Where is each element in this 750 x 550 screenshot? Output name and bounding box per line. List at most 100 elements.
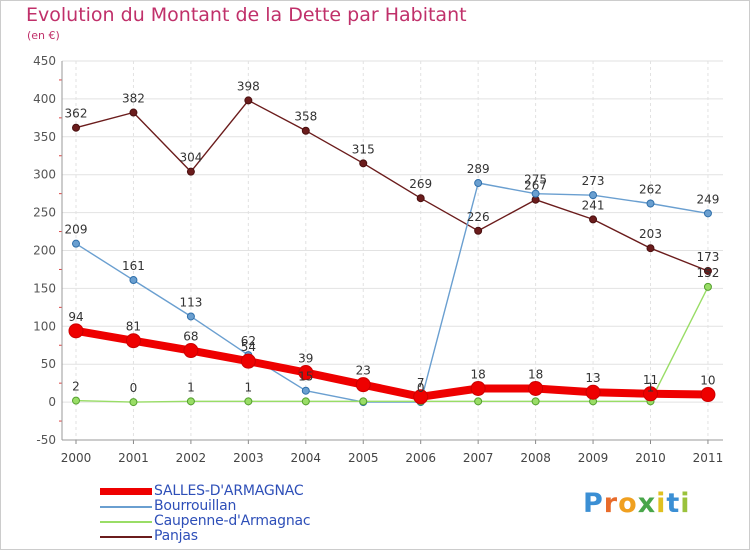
data-point — [72, 123, 80, 132]
legend-label-caupenne: Caupenne-d'Armagnac — [154, 513, 311, 529]
legend-swatch-panjas — [100, 536, 152, 538]
data-label: 68 — [183, 330, 198, 344]
y-tick-label: 150 — [33, 281, 56, 295]
data-point — [244, 96, 253, 105]
data-point — [528, 380, 544, 396]
data-label: 13 — [585, 371, 600, 385]
data-point — [474, 397, 483, 406]
data-label: 382 — [122, 92, 145, 106]
x-tick-label: 2001 — [118, 451, 149, 465]
data-point — [125, 333, 141, 349]
data-label: 173 — [696, 250, 719, 264]
data-point — [183, 343, 199, 359]
x-tick-label: 2003 — [233, 451, 264, 465]
legend-label-bourrouillan: Bourrouillan — [154, 498, 237, 514]
data-label: 39 — [298, 352, 313, 366]
y-tick-label: 50 — [41, 357, 56, 371]
y-tick-label: 350 — [33, 130, 56, 144]
data-label: 15 — [298, 370, 313, 384]
y-tick-label: 200 — [33, 244, 56, 258]
data-point — [301, 126, 310, 135]
data-label: 209 — [65, 223, 88, 237]
data-point — [646, 199, 655, 208]
x-tick-label: 2004 — [291, 451, 322, 465]
data-point — [589, 215, 598, 224]
data-point — [585, 384, 601, 400]
data-point — [416, 194, 425, 203]
data-point — [703, 209, 712, 218]
logo-letter: t — [666, 488, 681, 519]
x-tick-label: 2002 — [176, 451, 207, 465]
data-label: 203 — [639, 227, 662, 241]
data-label: 10 — [700, 374, 715, 388]
data-point — [700, 387, 716, 403]
data-label: 262 — [639, 183, 662, 197]
data-label: 362 — [65, 107, 88, 121]
data-point — [186, 397, 195, 406]
series-line — [75, 286, 709, 403]
logo-letter: x — [637, 488, 657, 519]
data-point — [703, 282, 712, 291]
logo-letter: o — [618, 488, 638, 519]
y-tick-label: 100 — [33, 319, 56, 333]
data-label: 398 — [237, 79, 260, 93]
x-tick-label: 2000 — [61, 451, 92, 465]
data-point — [413, 389, 429, 405]
x-tick-label: 2008 — [520, 451, 551, 465]
logo-letter: r — [603, 488, 619, 519]
data-point — [470, 380, 486, 396]
data-label: 7 — [417, 376, 425, 390]
data-label: 267 — [524, 179, 547, 193]
data-label: 273 — [582, 174, 605, 188]
data-label: 1 — [647, 380, 655, 394]
legend-swatch-bourrouillan — [100, 506, 152, 508]
data-point — [244, 397, 253, 406]
data-point — [474, 179, 483, 188]
series-line — [75, 99, 709, 272]
data-point — [298, 365, 314, 381]
y-tick-label: 0 — [48, 395, 56, 409]
data-point — [129, 398, 138, 407]
data-label: 226 — [467, 210, 490, 224]
data-point — [646, 244, 655, 253]
logo-letter: i — [680, 488, 691, 519]
y-tick-label: 250 — [33, 206, 56, 220]
data-label: 269 — [409, 177, 432, 191]
data-point — [129, 276, 138, 285]
data-label: 23 — [356, 364, 371, 378]
chart-title: Evolution du Montant de la Dette par Hab… — [26, 4, 467, 26]
data-point — [355, 377, 371, 393]
legend-swatch-salles — [100, 488, 152, 495]
data-label: 54 — [241, 340, 256, 354]
data-label: 161 — [122, 259, 145, 273]
y-tick-label: 450 — [33, 54, 56, 68]
data-point — [186, 312, 195, 321]
data-label: 81 — [126, 320, 141, 334]
data-point — [72, 396, 80, 405]
legend-label-panjas: Panjas — [154, 528, 198, 544]
data-point — [72, 239, 80, 248]
unit-label: (en €) — [27, 29, 60, 42]
data-label: 1 — [245, 380, 253, 394]
y-tick-label: 400 — [33, 92, 56, 106]
x-tick-label: 2005 — [348, 451, 379, 465]
data-label: 249 — [696, 192, 719, 206]
data-point — [703, 266, 712, 275]
data-point — [531, 189, 540, 198]
data-point — [531, 397, 540, 406]
y-tick-label: -50 — [36, 433, 56, 447]
x-tick-label: 2011 — [693, 451, 724, 465]
data-point — [589, 191, 598, 200]
data-label: 152 — [696, 266, 719, 280]
data-label: 18 — [471, 367, 486, 381]
data-label: 241 — [582, 198, 605, 212]
data-point — [301, 386, 310, 395]
data-point — [301, 397, 310, 406]
series-line — [72, 326, 712, 401]
data-label: 304 — [179, 151, 202, 165]
x-tick-label: 2007 — [463, 451, 494, 465]
data-point — [186, 167, 195, 176]
data-point — [643, 386, 658, 402]
data-point — [129, 108, 138, 117]
